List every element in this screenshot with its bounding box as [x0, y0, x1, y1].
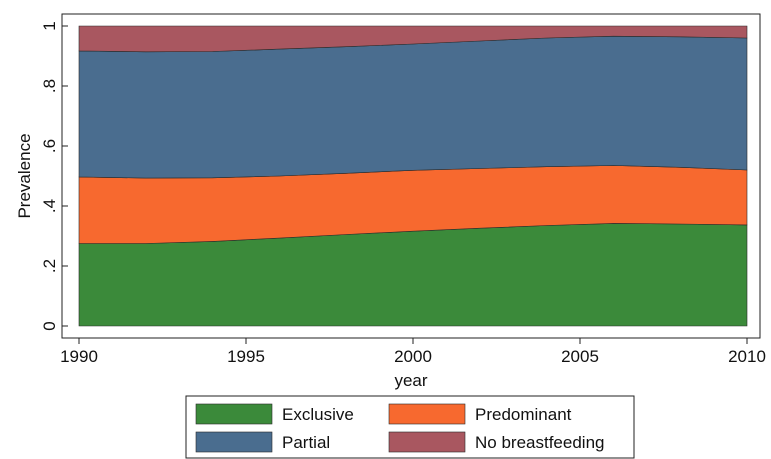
y-axis-title: Prevalence — [15, 133, 34, 218]
y-tick-label: 1 — [40, 21, 59, 30]
x-tick-label: 2005 — [561, 347, 599, 366]
x-tick-label: 2000 — [394, 347, 432, 366]
x-axis-title: year — [394, 371, 427, 390]
legend-swatch-predominant — [388, 403, 466, 425]
area-layer — [78, 25, 748, 327]
plot-frame — [61, 13, 761, 339]
legend-swatch-exclusive — [195, 403, 273, 425]
legend-label-exclusive: Exclusive — [282, 405, 354, 424]
legend: Exclusive Predominant Partial No breastfeed… — [185, 395, 635, 459]
y-tick-label: .2 — [40, 259, 59, 273]
x-tick-label: 1990 — [60, 347, 98, 366]
x-tick-label: 1995 — [227, 347, 265, 366]
area-partial — [78, 35, 748, 179]
x-tick-label: 2010 — [728, 347, 766, 366]
legend-swatch-no-breastfeeding — [388, 431, 466, 453]
y-tick-label: 0 — [40, 321, 59, 330]
y-tick-label: .6 — [40, 139, 59, 153]
legend-label-predominant: Predominant — [475, 405, 572, 424]
x-axis: 1990 1995 2000 2005 2010 — [60, 338, 766, 366]
y-tick-label: .4 — [40, 199, 59, 213]
y-tick-label: .8 — [40, 79, 59, 93]
legend-swatch-partial — [195, 431, 273, 453]
area-no-breastfeeding — [78, 25, 748, 53]
legend-label-partial: Partial — [282, 433, 330, 452]
y-axis: 0 .2 .4 .6 .8 1 — [40, 21, 68, 331]
legend-label-no-breastfeeding: No breastfeeding — [475, 433, 604, 452]
